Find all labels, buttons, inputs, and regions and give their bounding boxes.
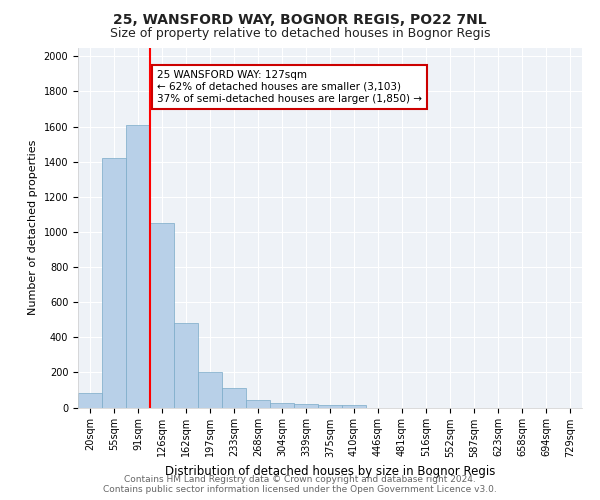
- Bar: [294, 404, 318, 407]
- Bar: [102, 158, 126, 408]
- Bar: [318, 405, 342, 407]
- Bar: [126, 125, 150, 408]
- Bar: [270, 403, 294, 407]
- Y-axis label: Number of detached properties: Number of detached properties: [28, 140, 38, 315]
- X-axis label: Distribution of detached houses by size in Bognor Regis: Distribution of detached houses by size …: [165, 465, 495, 478]
- Bar: [150, 223, 174, 408]
- Bar: [246, 400, 270, 407]
- Text: Contains HM Land Registry data © Crown copyright and database right 2024.
Contai: Contains HM Land Registry data © Crown c…: [103, 474, 497, 494]
- Bar: [222, 388, 246, 407]
- Text: 25 WANSFORD WAY: 127sqm
← 62% of detached houses are smaller (3,103)
37% of semi: 25 WANSFORD WAY: 127sqm ← 62% of detache…: [157, 70, 422, 104]
- Bar: [342, 405, 366, 407]
- Bar: [174, 323, 198, 407]
- Bar: [78, 394, 102, 407]
- Bar: [198, 372, 222, 408]
- Text: Size of property relative to detached houses in Bognor Regis: Size of property relative to detached ho…: [110, 28, 490, 40]
- Text: 25, WANSFORD WAY, BOGNOR REGIS, PO22 7NL: 25, WANSFORD WAY, BOGNOR REGIS, PO22 7NL: [113, 12, 487, 26]
